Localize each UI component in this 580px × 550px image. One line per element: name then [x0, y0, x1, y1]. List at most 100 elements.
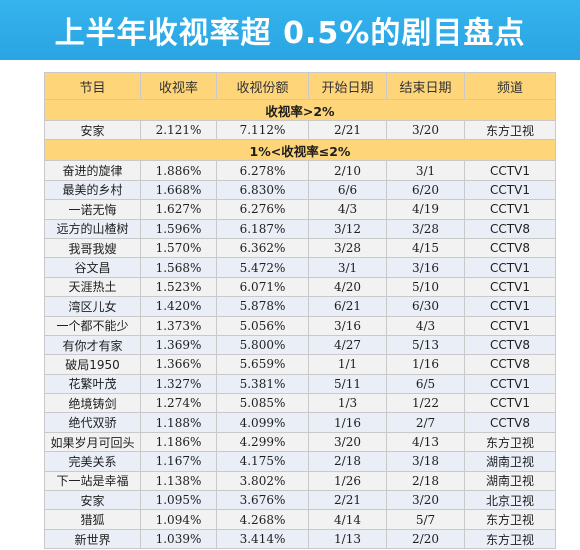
cell-program: 湾区儿女: [44, 296, 141, 317]
cell-start-date: 5/11: [308, 373, 387, 395]
table-row: 天涯热土 1.523% 6.071% 4/20 5/10 CCTV1: [44, 276, 556, 298]
cell-start-date: 3/28: [308, 237, 387, 259]
header-share: 收视份额: [216, 72, 309, 100]
cell-rating: 1.627%: [140, 199, 217, 220]
cell-channel: 北京卫视: [464, 490, 556, 511]
header-end-date: 结束日期: [386, 72, 465, 100]
cell-end-date: 5/13: [386, 334, 465, 356]
cell-channel: 湖南卫视: [464, 470, 556, 492]
cell-end-date: 3/1: [386, 160, 465, 181]
cell-rating: 1.039%: [140, 528, 217, 550]
cell-share: 6.071%: [216, 276, 309, 298]
cell-rating: 1.420%: [140, 296, 217, 317]
header-channel: 频道: [464, 72, 556, 100]
cell-channel: 东方卫视: [464, 528, 556, 550]
page-title: 上半年收视率超 0.5%的剧目盘点: [54, 16, 526, 51]
cell-rating: 1.523%: [140, 276, 217, 298]
cell-program: 下一站是幸福: [44, 470, 141, 492]
cell-start-date: 1/16: [308, 412, 387, 433]
cell-start-date: 1/3: [308, 393, 387, 414]
cell-share: 3.414%: [216, 528, 309, 550]
cell-start-date: 3/1: [308, 257, 387, 278]
table-row: 最美的乡村 1.668% 6.830% 6/6 6/20 CCTV1: [44, 179, 556, 201]
table-row: 安家 1.095% 3.676% 2/21 3/20 北京卫视: [44, 490, 556, 511]
section-label: 收视率>2%: [44, 99, 556, 121]
cell-share: 5.056%: [216, 315, 309, 336]
cell-start-date: 1/26: [308, 470, 387, 492]
cell-channel: CCTV1: [464, 393, 556, 414]
table-row: 破局1950 1.366% 5.659% 1/1 1/16 CCTV8: [44, 354, 556, 375]
section-header-row: 收视率>2%: [44, 99, 556, 121]
cell-channel: 东方卫视: [464, 119, 556, 141]
cell-share: 6.362%: [216, 237, 309, 259]
section-label: 1%<收视率≤2%: [44, 139, 556, 162]
cell-channel: 湖南卫视: [464, 451, 556, 472]
cell-channel: CCTV1: [464, 296, 556, 317]
table-row: 有你才有家 1.369% 5.800% 4/27 5/13 CCTV8: [44, 334, 556, 356]
cell-share: 7.112%: [216, 119, 309, 141]
cell-channel: CCTV1: [464, 199, 556, 220]
cell-start-date: 2/10: [308, 160, 387, 181]
table-row: 猎狐 1.094% 4.268% 4/14 5/7 东方卫视: [44, 509, 556, 530]
cell-start-date: 6/21: [308, 296, 387, 317]
cell-rating: 1.568%: [140, 257, 217, 278]
cell-rating: 1.366%: [140, 354, 217, 375]
cell-start-date: 3/12: [308, 218, 387, 239]
cell-program: 完美关系: [44, 451, 141, 472]
cell-end-date: 2/18: [386, 470, 465, 492]
cell-share: 5.381%: [216, 373, 309, 395]
cell-start-date: 1/13: [308, 528, 387, 550]
cell-program: 安家: [44, 490, 141, 511]
cell-share: 5.878%: [216, 296, 309, 317]
cell-channel: 东方卫视: [464, 509, 556, 530]
cell-share: 6.276%: [216, 199, 309, 220]
cell-share: 3.802%: [216, 470, 309, 492]
cell-start-date: 2/18: [308, 451, 387, 472]
cell-rating: 1.327%: [140, 373, 217, 395]
cell-share: 4.175%: [216, 451, 309, 472]
cell-share: 3.676%: [216, 490, 309, 511]
cell-end-date: 4/15: [386, 237, 465, 259]
cell-end-date: 3/16: [386, 257, 465, 278]
cell-channel: CCTV1: [464, 160, 556, 181]
cell-program: 一个都不能少: [44, 315, 141, 336]
cell-program: 破局1950: [44, 354, 141, 375]
cell-channel: CCTV8: [464, 237, 556, 259]
table-row: 完美关系 1.167% 4.175% 2/18 3/18 湖南卫视: [44, 451, 556, 472]
cell-program: 绝代双骄: [44, 412, 141, 433]
cell-program: 安家: [44, 119, 141, 141]
cell-end-date: 1/22: [386, 393, 465, 414]
cell-end-date: 2/7: [386, 412, 465, 433]
cell-start-date: 4/27: [308, 334, 387, 356]
cell-rating: 1.886%: [140, 160, 217, 181]
cell-share: 4.299%: [216, 431, 309, 453]
cell-program: 猎狐: [44, 509, 141, 530]
cell-channel: CCTV8: [464, 218, 556, 239]
cell-start-date: 2/21: [308, 490, 387, 511]
cell-program: 如果岁月可回头: [44, 431, 141, 453]
table-row: 远方的山楂树 1.596% 6.187% 3/12 3/28 CCTV8: [44, 218, 556, 239]
table-row: 安家 2.121% 7.112% 2/21 3/20 东方卫视: [44, 119, 556, 141]
cell-start-date: 1/1: [308, 354, 387, 375]
cell-rating: 1.188%: [140, 412, 217, 433]
cell-end-date: 3/28: [386, 218, 465, 239]
cell-end-date: 6/20: [386, 179, 465, 201]
cell-channel: CCTV8: [464, 354, 556, 375]
cell-program: 一诺无悔: [44, 199, 141, 220]
cell-channel: CCTV1: [464, 276, 556, 298]
cell-program: 有你才有家: [44, 334, 141, 356]
cell-share: 4.268%: [216, 509, 309, 530]
cell-program: 远方的山楂树: [44, 218, 141, 239]
cell-start-date: 2/21: [308, 119, 387, 141]
cell-share: 5.085%: [216, 393, 309, 414]
cell-channel: CCTV1: [464, 373, 556, 395]
cell-start-date: 3/16: [308, 315, 387, 336]
cell-share: 5.800%: [216, 334, 309, 356]
cell-program: 绝境铸剑: [44, 393, 141, 414]
cell-channel: CCTV8: [464, 334, 556, 356]
cell-end-date: 4/13: [386, 431, 465, 453]
cell-share: 5.659%: [216, 354, 309, 375]
cell-end-date: 5/7: [386, 509, 465, 530]
table-row: 下一站是幸福 1.138% 3.802% 1/26 2/18 湖南卫视: [44, 470, 556, 492]
cell-end-date: 4/19: [386, 199, 465, 220]
